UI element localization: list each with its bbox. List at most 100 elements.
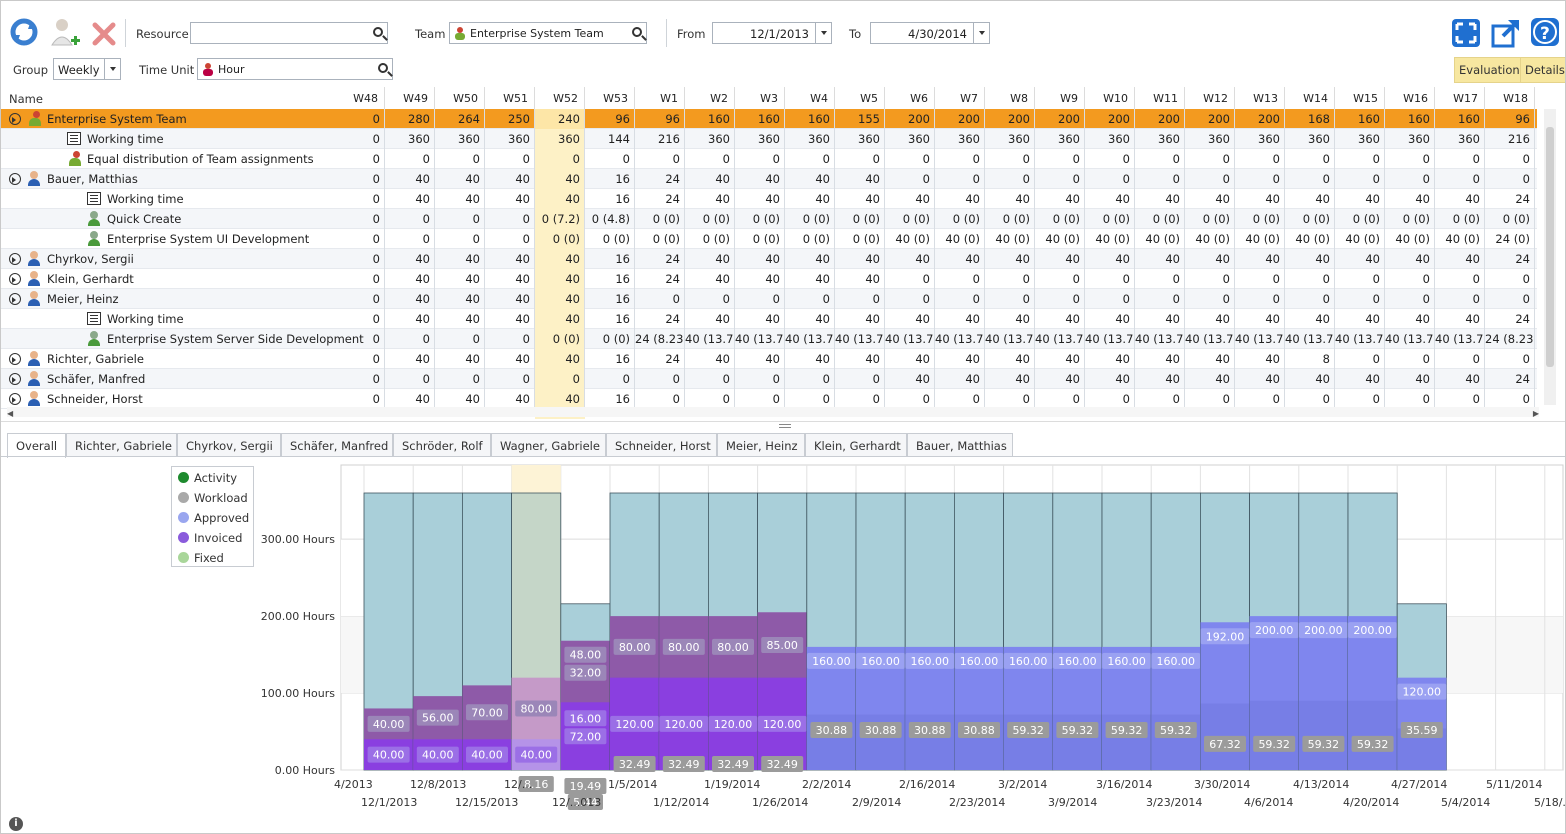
row-value-cell[interactable]: 0 [1485, 149, 1535, 169]
row-value-cell[interactable]: 40 [435, 309, 485, 329]
row-value-cell[interactable]: 40 [735, 349, 785, 369]
row-value-cell[interactable]: 0 (7.2) [535, 209, 585, 229]
row-value-cell[interactable]: 0 [635, 149, 685, 169]
row-value-cell[interactable]: 24 [1485, 369, 1535, 389]
row-value-cell[interactable]: 40 (13.7 [1235, 329, 1285, 349]
row-value-cell[interactable]: 0 [685, 149, 735, 169]
row-value-cell[interactable]: 40 [835, 249, 885, 269]
row-value-cell[interactable]: 40 [985, 189, 1035, 209]
row-value-cell[interactable]: 0 (0) [1085, 209, 1135, 229]
add-resource-icon[interactable] [49, 17, 81, 49]
row-value-cell[interactable]: 0 [1085, 389, 1135, 409]
row-value-cell[interactable]: 0 [485, 149, 535, 169]
week-header-w49[interactable]: W49 [385, 87, 435, 109]
row-value-cell[interactable]: 40 [885, 369, 935, 389]
row-value-cell[interactable]: 40 [785, 269, 835, 289]
row-value-cell[interactable]: 0 (0) [685, 229, 735, 249]
row-value-cell[interactable]: 200 [885, 109, 935, 129]
row-value-cell[interactable]: 40 [785, 249, 835, 269]
row-value-cell[interactable]: 40 [485, 189, 535, 209]
row-value-cell[interactable]: 0 [485, 209, 535, 229]
row-value-cell[interactable]: 40 (13.7 [1285, 329, 1335, 349]
table-row[interactable]: Richter, Gabriele 0 40 40 40 40 16 24 40 40 40 40 40… [1, 349, 1537, 369]
row-value-cell[interactable]: 0 [435, 209, 485, 229]
week-header-w1[interactable]: W1 [635, 87, 685, 109]
row-value-cell[interactable]: 0 [535, 369, 585, 389]
table-row[interactable]: Quick Create 0 0 0 0 0 (7.2) 0 (4.8) 0 (0) 0 (0)… [1, 209, 1537, 229]
row-value-cell[interactable]: 0 (0) [585, 329, 635, 349]
row-value-cell[interactable]: 0 [835, 369, 885, 389]
row-value-cell[interactable]: 200 [1035, 109, 1085, 129]
row-value-cell[interactable]: 40 [1385, 249, 1435, 269]
row-value-cell[interactable]: 0 [935, 289, 985, 309]
row-value-cell[interactable]: 40 [835, 189, 885, 209]
row-value-cell[interactable]: 16 [585, 389, 635, 409]
row-value-cell[interactable]: 24 (0) [1485, 229, 1535, 249]
row-value-cell[interactable]: 40 [1285, 309, 1335, 329]
row-value-cell[interactable]: 160 [1335, 109, 1385, 129]
row-value-cell[interactable]: 40 [935, 189, 985, 209]
expand-toggle-icon[interactable] [9, 353, 21, 365]
week-header-w12[interactable]: W12 [1185, 87, 1235, 109]
row-value-cell[interactable]: 0 [335, 169, 385, 189]
row-value-cell[interactable]: 40 [785, 189, 835, 209]
row-value-cell[interactable]: 0 (0) [785, 229, 835, 249]
expand-toggle-icon[interactable] [9, 393, 21, 405]
row-value-cell[interactable]: 40 (0) [1035, 229, 1085, 249]
row-value-cell[interactable]: 40 [385, 349, 435, 369]
row-value-cell[interactable]: 40 [885, 249, 935, 269]
week-header-w52[interactable]: W52 [535, 87, 585, 109]
row-value-cell[interactable]: 24 [635, 189, 685, 209]
row-value-cell[interactable]: 160 [1435, 109, 1485, 129]
row-value-cell[interactable]: 24 [635, 169, 685, 189]
row-value-cell[interactable]: 40 [1085, 309, 1135, 329]
row-value-cell[interactable]: 0 [1135, 389, 1185, 409]
row-value-cell[interactable]: 40 (13.7 [1185, 329, 1235, 349]
row-value-cell[interactable]: 264 [435, 109, 485, 129]
row-value-cell[interactable]: 40 [1085, 369, 1135, 389]
row-value-cell[interactable]: 40 [735, 189, 785, 209]
tab-klein-gerhardt[interactable]: Klein, Gerhardt [805, 433, 907, 457]
legend-item-activity[interactable]: Activity [178, 471, 237, 485]
row-value-cell[interactable]: 40 (13.7 [885, 329, 935, 349]
row-value-cell[interactable]: 40 [485, 249, 535, 269]
row-value-cell[interactable]: 0 [1185, 169, 1235, 189]
tab-overall[interactable]: Overall [7, 433, 66, 458]
row-value-cell[interactable]: 40 [785, 309, 835, 329]
row-value-cell[interactable]: 0 [485, 329, 535, 349]
row-value-cell[interactable]: 160 [685, 109, 735, 129]
row-value-cell[interactable]: 0 [1235, 169, 1285, 189]
row-value-cell[interactable]: 360 [1035, 129, 1085, 149]
row-value-cell[interactable]: 40 [435, 169, 485, 189]
row-value-cell[interactable]: 0 [1435, 289, 1485, 309]
row-value-cell[interactable]: 0 [1135, 149, 1185, 169]
export-icon[interactable] [1491, 18, 1519, 48]
row-value-cell[interactable]: 0 [335, 229, 385, 249]
row-value-cell[interactable]: 16 [585, 269, 635, 289]
row-value-cell[interactable]: 40 [1035, 369, 1085, 389]
row-value-cell[interactable]: 0 [385, 149, 435, 169]
row-value-cell[interactable]: 0 [985, 149, 1035, 169]
row-value-cell[interactable]: 0 [1435, 269, 1485, 289]
row-value-cell[interactable]: 0 [1035, 389, 1085, 409]
search-icon[interactable] [378, 63, 388, 73]
legend-item-invoiced[interactable]: Invoiced [178, 531, 242, 545]
row-value-cell[interactable]: 0 [885, 389, 935, 409]
row-value-cell[interactable]: 0 [885, 289, 935, 309]
row-value-cell[interactable]: 360 [1435, 129, 1485, 149]
row-value-cell[interactable]: 40 [985, 249, 1035, 269]
row-value-cell[interactable]: 0 [985, 269, 1035, 289]
row-value-cell[interactable]: 0 [985, 289, 1035, 309]
row-value-cell[interactable]: 0 [685, 389, 735, 409]
row-value-cell[interactable]: 360 [1335, 129, 1385, 149]
row-value-cell[interactable]: 40 [1085, 249, 1135, 269]
row-value-cell[interactable]: 40 [385, 269, 435, 289]
row-value-cell[interactable]: 0 [1185, 269, 1235, 289]
row-value-cell[interactable]: 160 [785, 109, 835, 129]
row-value-cell[interactable]: 40 [835, 169, 885, 189]
row-value-cell[interactable]: 360 [1285, 129, 1335, 149]
week-header-w8[interactable]: W8 [985, 87, 1035, 109]
row-value-cell[interactable]: 0 [735, 289, 785, 309]
row-value-cell[interactable]: 0 [1435, 389, 1485, 409]
row-value-cell[interactable]: 40 [535, 389, 585, 409]
